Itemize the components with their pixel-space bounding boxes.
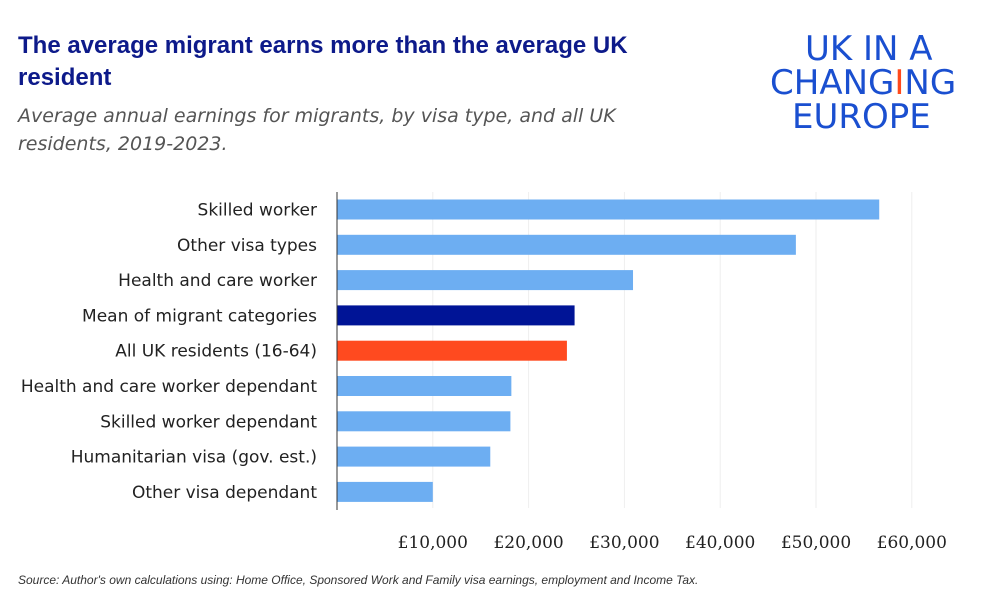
bar bbox=[337, 411, 511, 432]
category-label: Humanitarian visa (gov. est.) bbox=[71, 448, 317, 468]
x-tick-label: £50,000 bbox=[781, 533, 851, 553]
bar bbox=[337, 199, 880, 220]
bar bbox=[337, 234, 796, 255]
category-label: Mean of migrant categories bbox=[82, 306, 317, 326]
category-label: Other visa types bbox=[177, 236, 317, 256]
logo: UK IN A CHANGING EUROPE bbox=[770, 32, 1000, 134]
bar bbox=[337, 481, 433, 502]
chart-title: The average migrant earns more than the … bbox=[18, 32, 628, 91]
bar bbox=[337, 340, 567, 361]
bar bbox=[337, 305, 575, 326]
x-tick-label: £20,000 bbox=[493, 533, 563, 553]
chart-subtitle: Average annual earnings for migrants, by… bbox=[18, 105, 616, 155]
bar bbox=[337, 446, 491, 467]
category-label: All UK residents (16-64) bbox=[115, 342, 317, 362]
category-label: Skilled worker dependant bbox=[100, 412, 317, 432]
logo-line-2: CHANGING bbox=[770, 63, 957, 103]
category-label: Skilled worker bbox=[198, 201, 317, 221]
x-tick-label: £30,000 bbox=[589, 533, 659, 553]
x-tick-label: £60,000 bbox=[877, 533, 947, 553]
category-label: Health and care worker dependant bbox=[21, 377, 317, 397]
bar bbox=[337, 270, 634, 291]
bar bbox=[337, 376, 512, 396]
logo-line-3: EUROPE bbox=[792, 97, 931, 137]
logo-line-1: UK IN A bbox=[805, 29, 933, 69]
source-note: Source: Author's own calculations using:… bbox=[18, 573, 699, 587]
category-label: Other visa dependant bbox=[132, 483, 317, 503]
category-label: Health and care worker bbox=[118, 271, 317, 291]
x-tick-label: £10,000 bbox=[398, 533, 468, 553]
x-tick-label: £40,000 bbox=[685, 533, 755, 553]
